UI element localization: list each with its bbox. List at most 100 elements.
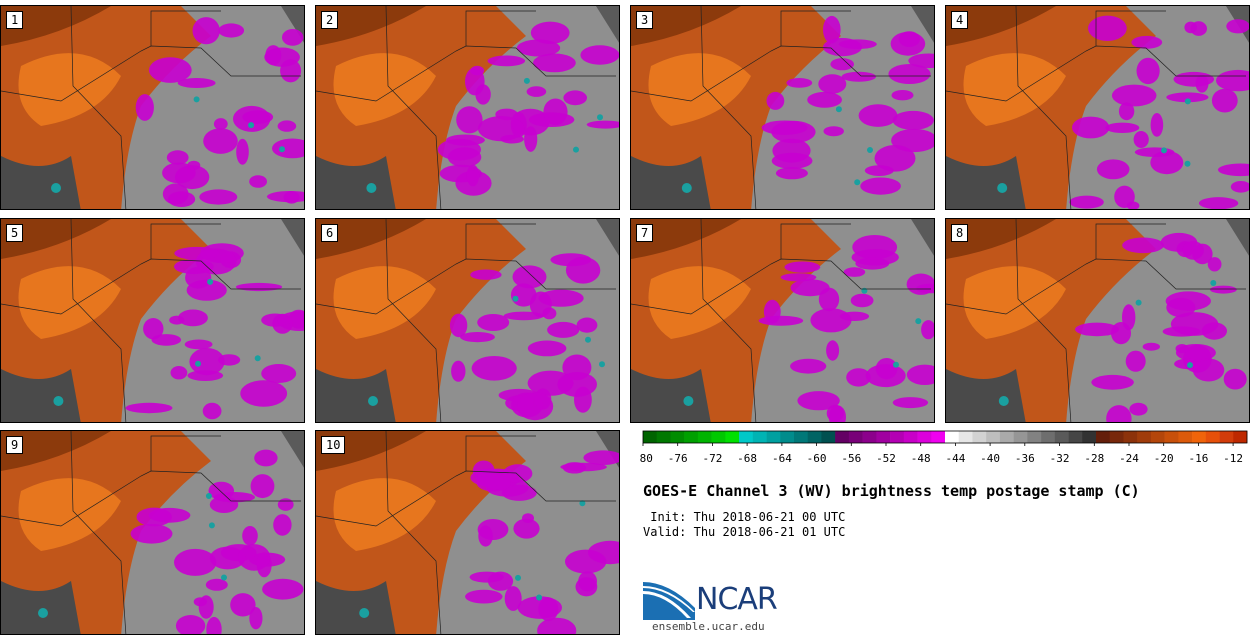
wv-map (631, 6, 934, 209)
site-url: ensemble.ucar.edu (652, 620, 765, 633)
member-panel: 9 (0, 430, 305, 635)
colorbar-segment (739, 431, 754, 443)
wv-map (316, 6, 619, 209)
figure-title: GOES-E Channel 3 (WV) brightness temp po… (643, 482, 1140, 500)
member-panel: 8 (945, 218, 1250, 423)
init-value: Thu 2018-06-21 00 UTC (693, 510, 846, 524)
colorbar-segment (903, 431, 918, 443)
colorbar-segment (697, 431, 712, 443)
colorbar: -80 -76 -72 -68 -64 -60 -56 -52 -48 -44 -40 -36 -32 -… (640, 430, 1248, 465)
colorbar-tick-label: -60 (807, 452, 827, 465)
member-number: 6 (321, 224, 339, 242)
wv-map (1, 431, 304, 634)
init-time: Init: Thu 2018-06-21 00 UTC (643, 510, 845, 524)
colorbar-segment (643, 431, 658, 443)
colorbar-segment (1068, 431, 1083, 443)
colorbar-tick-label: -64 (772, 452, 792, 465)
colorbar-segment (1164, 431, 1179, 443)
colorbar-segment (1054, 431, 1069, 443)
colorbar-segment (958, 431, 973, 443)
colorbar-segment (1027, 431, 1042, 443)
colorbar-segment (1013, 431, 1028, 443)
colorbar-segment (725, 431, 740, 443)
wv-map (316, 431, 619, 634)
colorbar-tick-label: -76 (668, 452, 688, 465)
member-panel: 2 (315, 5, 620, 210)
colorbar-segment (711, 431, 726, 443)
wv-map (316, 219, 619, 422)
colorbar-segment (1205, 431, 1220, 443)
colorbar-frame (642, 430, 1248, 444)
colorbar-tick-label: -72 (702, 452, 722, 465)
colorbar-segment (684, 431, 699, 443)
colorbar-segment (766, 431, 781, 443)
wv-map (946, 6, 1249, 209)
member-number: 9 (6, 436, 24, 454)
member-number: 7 (636, 224, 654, 242)
member-number: 5 (6, 224, 24, 242)
colorbar-segment (1178, 431, 1193, 443)
colorbar-segment (1082, 431, 1097, 443)
init-label: Init: (650, 510, 687, 524)
colorbar-segment (890, 431, 905, 443)
colorbar-segment (862, 431, 877, 443)
colorbar-tick-label: -16 (1188, 452, 1208, 465)
colorbar-segment (794, 431, 809, 443)
colorbar-tick-label: -12 (1223, 452, 1243, 465)
colorbar-segment (945, 431, 960, 443)
member-panel: 5 (0, 218, 305, 423)
member-panel: 10 (315, 430, 620, 635)
colorbar-segment (1041, 431, 1056, 443)
colorbar-segment (972, 431, 987, 443)
wv-map (631, 219, 934, 422)
member-number: 3 (636, 11, 654, 29)
colorbar-tick-label: -40 (980, 452, 1000, 465)
colorbar-tick-label: -52 (876, 452, 896, 465)
colorbar-segment (1123, 431, 1138, 443)
colorbar-segment (986, 431, 1001, 443)
colorbar-tick-label: -36 (1015, 452, 1035, 465)
colorbar-segment (1096, 431, 1111, 443)
colorbar-tick-label: -48 (911, 452, 931, 465)
wv-map (1, 6, 304, 209)
member-number: 1 (6, 11, 24, 29)
member-number: 4 (951, 11, 969, 29)
colorbar-tick-label: -20 (1154, 452, 1174, 465)
colorbar-segment (931, 431, 946, 443)
colorbar-segment (821, 431, 836, 443)
colorbar-segment (1109, 431, 1124, 443)
colorbar-segment (876, 431, 891, 443)
colorbar-segment (1150, 431, 1165, 443)
colorbar-tick-label: -56 (841, 452, 861, 465)
colorbar-segment (999, 431, 1014, 443)
colorbar-tick-label: -68 (737, 452, 757, 465)
colorbar-segment (835, 431, 850, 443)
colorbar-segment (752, 431, 767, 443)
valid-label: Valid: (643, 525, 687, 539)
wv-map (946, 219, 1249, 422)
colorbar-segment (656, 431, 671, 443)
colorbar-segment (670, 431, 685, 443)
member-number: 2 (321, 11, 339, 29)
colorbar-segment (848, 431, 863, 443)
ncar-logo: NCAR (643, 578, 803, 623)
valid-value: Thu 2018-06-21 01 UTC (693, 525, 846, 539)
member-panel: 3 (630, 5, 935, 210)
colorbar-tick-label: -80 (640, 452, 653, 465)
colorbar-segment (1137, 431, 1152, 443)
colorbar-tick-label: -28 (1084, 452, 1104, 465)
ncar-logo-mark (643, 582, 695, 620)
member-number: 8 (951, 224, 969, 242)
member-panel: 1 (0, 5, 305, 210)
member-number: 10 (321, 436, 346, 454)
member-panel: 7 (630, 218, 935, 423)
member-panel: 6 (315, 218, 620, 423)
member-panel: 4 (945, 5, 1250, 210)
colorbar-segment (1233, 431, 1248, 443)
valid-time: Valid: Thu 2018-06-21 01 UTC (643, 525, 845, 539)
colorbar-segment (1192, 431, 1207, 443)
colorbar-tick-label: -24 (1119, 452, 1139, 465)
colorbar-segment (807, 431, 822, 443)
colorbar-segment (917, 431, 932, 443)
colorbar-tick-label: -44 (945, 452, 965, 465)
